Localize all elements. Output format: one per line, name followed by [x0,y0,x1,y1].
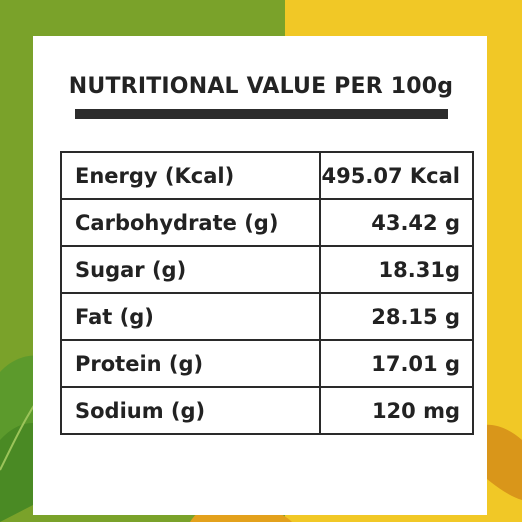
nutrient-label: Sodium (g) [60,386,321,435]
nutrient-value: 28.15 g [319,292,474,341]
table-row: Sodium (g) 120 mg [60,386,474,435]
nutrient-label: Protein (g) [60,339,321,388]
table-row: Fat (g) 28.15 g [60,292,474,341]
nutrient-label: Sugar (g) [60,245,321,294]
nutrient-value: 17.01 g [319,339,474,388]
nutrient-value: 18.31g [319,245,474,294]
table-row: Sugar (g) 18.31g [60,245,474,294]
nutrient-value: 120 mg [319,386,474,435]
nutrition-table: Energy (Kcal) 495.07 Kcal Carbohydrate (… [60,151,474,435]
nutrient-value: 495.07 Kcal [319,151,474,200]
table-row: Protein (g) 17.01 g [60,339,474,388]
table-row: Energy (Kcal) 495.07 Kcal [60,151,474,200]
title-underline [75,109,448,119]
nutrient-label: Energy (Kcal) [60,151,321,200]
nutrient-label: Carbohydrate (g) [60,198,321,247]
nutrition-title: NUTRITIONAL VALUE PER 100g [68,74,454,99]
table-row: Carbohydrate (g) 43.42 g [60,198,474,247]
nutrient-label: Fat (g) [60,292,321,341]
nutrient-value: 43.42 g [319,198,474,247]
